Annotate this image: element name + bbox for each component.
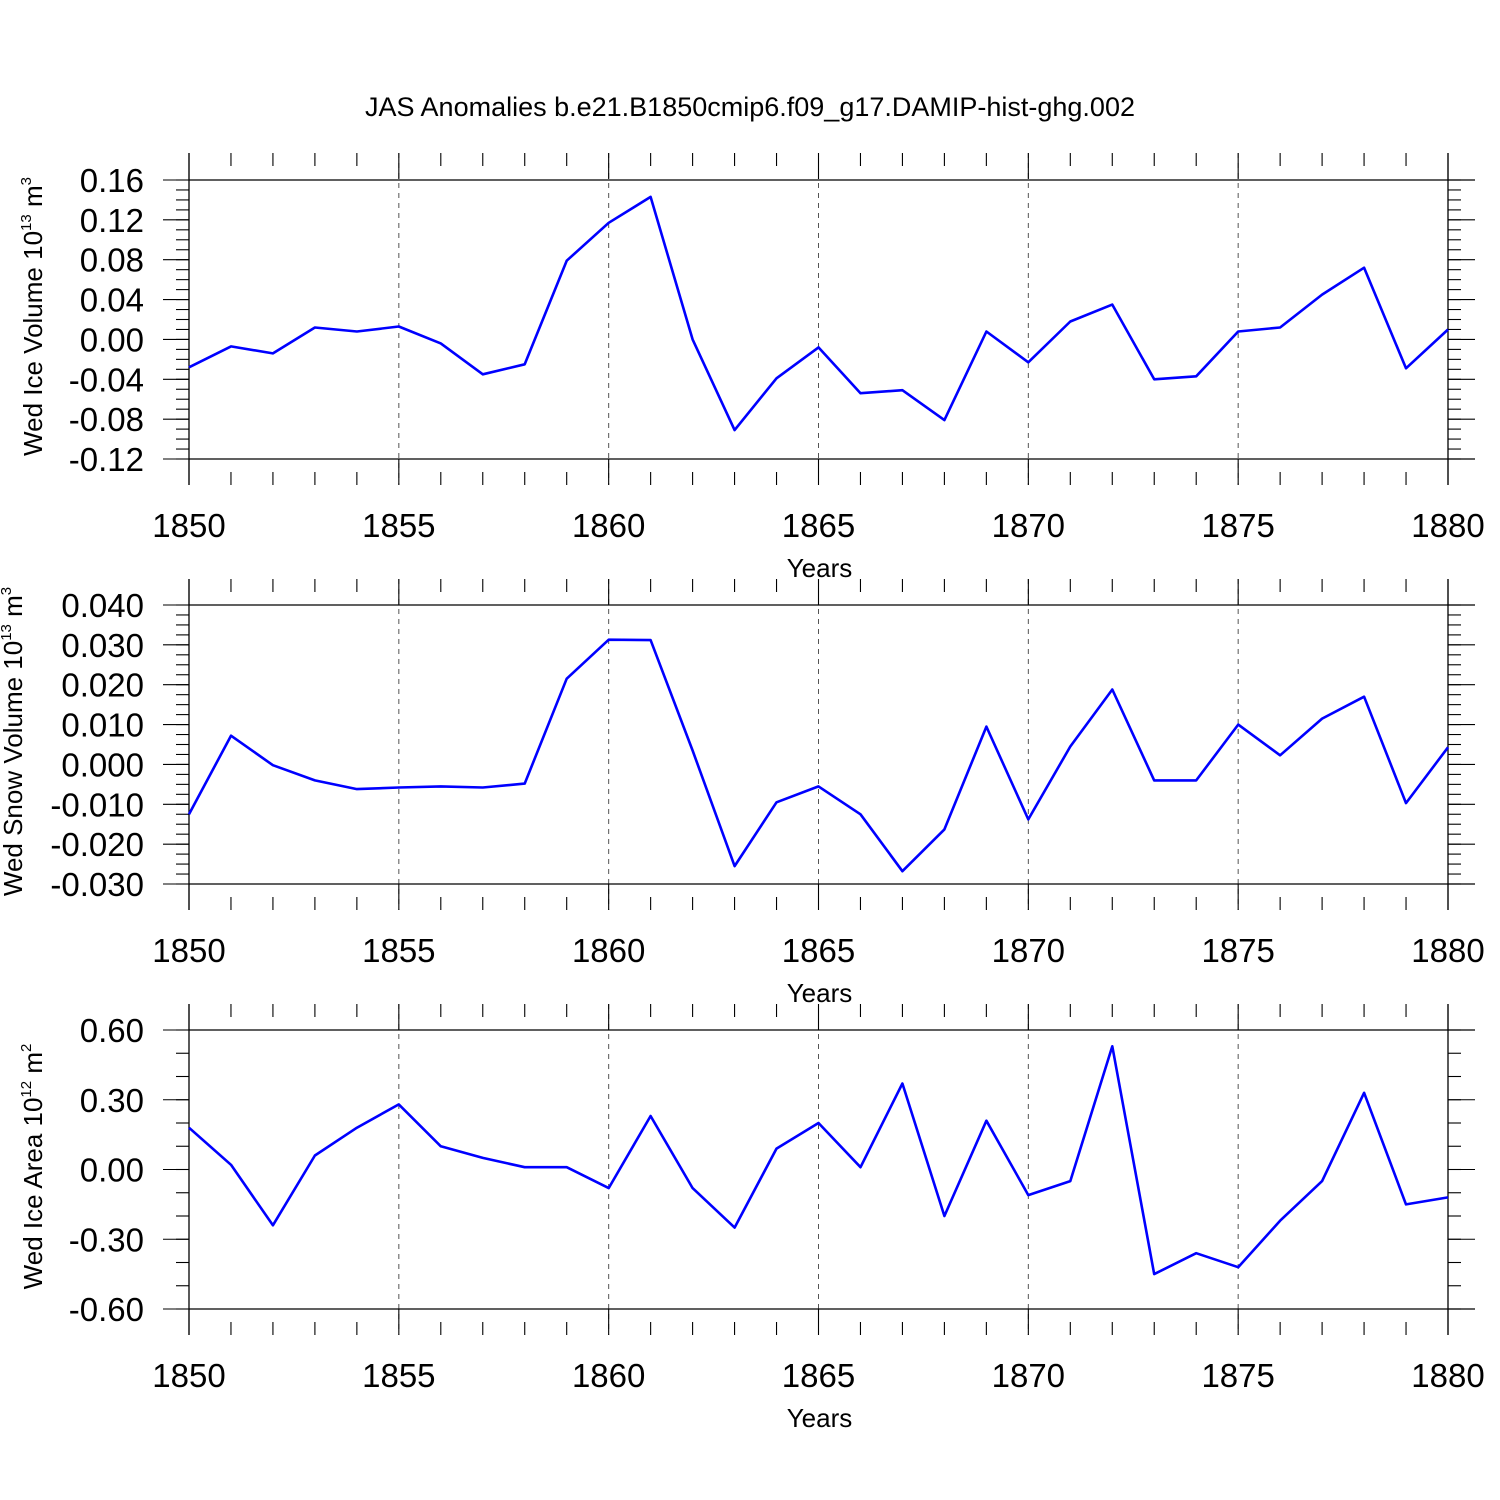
x-tick-label: 1865 bbox=[782, 507, 855, 544]
y-tick-label: 0.00 bbox=[80, 321, 144, 358]
x-tick-label: 1855 bbox=[362, 507, 435, 544]
y-axis-label-unit: m bbox=[0, 595, 28, 624]
y-tick-label: -0.12 bbox=[69, 441, 144, 478]
x-tick-label: 1880 bbox=[1411, 932, 1484, 969]
y-axis-label-unit-exponent: 3 bbox=[18, 177, 35, 185]
x-axis-label: Years bbox=[787, 978, 853, 1008]
x-axis-label: Years bbox=[787, 553, 853, 583]
x-tick-label: 1855 bbox=[362, 932, 435, 969]
y-tick-label: 0.040 bbox=[61, 587, 144, 624]
y-axis-label-main: Wed Snow Volume 10 bbox=[0, 641, 28, 896]
x-tick-label: 1860 bbox=[572, 1357, 645, 1394]
y-tick-label: 0.020 bbox=[61, 667, 144, 704]
y-tick-label: -0.30 bbox=[69, 1221, 144, 1258]
chart-title: JAS Anomalies b.e21.B1850cmip6.f09_g17.D… bbox=[365, 92, 1135, 122]
y-tick-label: 0.030 bbox=[61, 627, 144, 664]
x-tick-label: 1860 bbox=[572, 932, 645, 969]
x-tick-label: 1850 bbox=[152, 507, 225, 544]
y-tick-label: -0.08 bbox=[69, 401, 144, 438]
y-axis-label-main: Wed Ice Volume 10 bbox=[18, 231, 48, 456]
y-axis-label-unit-exponent: 3 bbox=[0, 587, 15, 595]
x-tick-label: 1850 bbox=[152, 932, 225, 969]
y-axis-label: Wed Ice Area 1012 m2 bbox=[18, 1044, 48, 1290]
x-tick-label: 1870 bbox=[992, 932, 1065, 969]
y-tick-label: 0.30 bbox=[80, 1082, 144, 1119]
y-tick-label: 0.04 bbox=[80, 282, 144, 319]
x-tick-label: 1865 bbox=[782, 932, 855, 969]
y-tick-label: 0.08 bbox=[80, 242, 144, 279]
x-tick-label: 1880 bbox=[1411, 507, 1484, 544]
y-tick-label: 0.12 bbox=[80, 202, 144, 239]
x-axis-label: Years bbox=[787, 1403, 853, 1433]
y-axis-label-main: Wed Ice Area 10 bbox=[18, 1098, 48, 1290]
y-tick-label: -0.010 bbox=[50, 786, 144, 823]
y-axis-label: Wed Ice Volume 1013 m3 bbox=[18, 177, 48, 456]
series-line bbox=[187, 638, 1450, 873]
y-axis-label-exponent: 12 bbox=[18, 1081, 35, 1098]
x-tick-label: 1875 bbox=[1201, 1357, 1274, 1394]
y-tick-label: -0.030 bbox=[50, 866, 144, 903]
y-axis-label-exponent: 13 bbox=[18, 214, 35, 231]
chart-panel-2: 0.0400.0300.0200.0100.000-0.010-0.020-0.… bbox=[0, 579, 1485, 1008]
x-tick-label: 1870 bbox=[992, 507, 1065, 544]
x-tick-label: 1850 bbox=[152, 1357, 225, 1394]
y-tick-label: -0.60 bbox=[69, 1291, 144, 1328]
x-tick-label: 1855 bbox=[362, 1357, 435, 1394]
y-axis-label-exponent: 13 bbox=[0, 624, 15, 641]
y-axis-label: Wed Snow Volume 1013 m3 bbox=[0, 587, 28, 896]
y-tick-label: -0.020 bbox=[50, 826, 144, 863]
x-tick-label: 1875 bbox=[1201, 507, 1274, 544]
y-tick-label: 0.60 bbox=[80, 1012, 144, 1049]
x-tick-label: 1875 bbox=[1201, 932, 1274, 969]
y-tick-label: 0.16 bbox=[80, 162, 144, 199]
y-axis-label-unit-exponent: 2 bbox=[18, 1044, 35, 1052]
x-tick-label: 1880 bbox=[1411, 1357, 1484, 1394]
x-tick-label: 1870 bbox=[992, 1357, 1065, 1394]
x-tick-label: 1860 bbox=[572, 507, 645, 544]
y-axis-label-unit: m bbox=[18, 185, 48, 214]
y-axis-label-unit: m bbox=[18, 1052, 48, 1081]
y-tick-label: 0.010 bbox=[61, 707, 144, 744]
y-tick-label: 0.000 bbox=[61, 746, 144, 783]
y-tick-label: -0.04 bbox=[69, 361, 144, 398]
y-tick-label: 0.00 bbox=[80, 1152, 144, 1189]
x-tick-label: 1865 bbox=[782, 1357, 855, 1394]
